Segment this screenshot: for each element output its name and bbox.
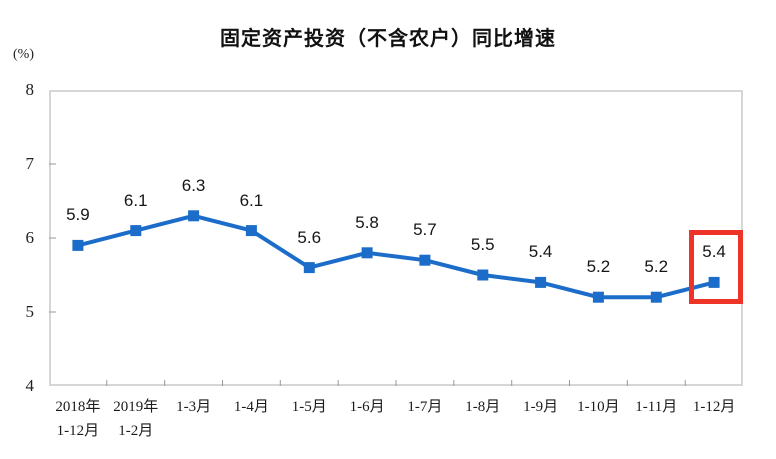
x-axis-tick-label-line2: 1-12月 [56,423,100,439]
data-point-label: 5.7 [413,220,437,240]
y-axis-unit-label: (%) [13,47,34,62]
x-axis-tick-label-line1: 1-10月 [577,399,620,415]
data-point-label: 5.2 [586,257,611,277]
x-axis-tick-label-line1: 1-5月 [291,399,327,415]
data-point-marker [535,276,547,288]
x-axis-tick-label: 1-10月 [558,395,638,419]
data-point-label: 6.1 [239,190,264,210]
data-point-label: 5.4 [528,242,553,262]
data-point-marker [477,269,489,281]
y-axis-tick-label: 6 [25,228,35,247]
data-point-marker [592,291,604,303]
x-axis-tick-label-line1: 2018年 [55,399,101,415]
x-axis-tick-label: 1-4月 [211,395,291,419]
x-axis-tick-label-line1: 1-9月 [523,399,559,415]
data-point-marker [419,254,431,266]
x-axis-tick-label-line1: 1-11月 [635,399,678,415]
x-axis-tick-label-line1: 1-3月 [176,399,212,415]
series-line [75,213,717,300]
plot-area [49,90,743,386]
x-axis-tick-label-line1: 1-4月 [233,399,269,415]
data-point-marker [650,291,662,303]
data-point-marker [130,225,142,237]
x-axis-tick-label-line1: 1-7月 [407,399,443,415]
data-point-label: 5.4 [702,242,726,262]
x-axis-tick-label: 2018年 1-12月 [38,395,118,443]
latest-value-highlight-box [689,230,744,305]
y-axis-tick-label: 5 [25,302,35,321]
data-point-marker [708,276,720,288]
data-point-marker [361,247,373,259]
data-point-marker [188,210,200,222]
x-axis-tick-label: 1-7月 [385,395,465,419]
data-point-label: 5.2 [644,257,669,277]
x-axis-tick-label: 1-6月 [327,395,407,419]
x-axis-tick-label-line1: 2019年 [113,399,159,415]
line-series-svg [49,163,720,386]
y-axis-tick-label: 4 [25,376,35,395]
x-axis-tick-label: 1-3月 [154,395,234,419]
x-axis-tick-label-line1: 1-12月 [692,399,736,415]
data-point-label: 5.6 [297,227,322,247]
x-axis-tick-label: 1-8月 [443,395,523,419]
chart-title: 固定资产投资（不含农户）同比增速 [220,28,556,50]
y-axis-tick-label: 7 [25,154,35,173]
data-point-label: 5.9 [66,205,90,225]
data-point-marker [303,262,315,274]
data-point-label: 5.8 [355,212,379,232]
data-point-marker [72,239,84,251]
x-axis-tick-label: 1-11月 [616,395,696,419]
x-axis-tick-label-line2: 1-2月 [118,423,154,439]
data-point-label: 6.1 [123,190,148,210]
x-axis-tick-label-line1: 1-6月 [349,399,385,415]
data-point-label: 6.3 [181,175,206,195]
y-axis-tick-label: 8 [25,80,35,99]
x-axis-tick-label: 1-9月 [501,395,581,419]
x-axis-tick-label: 1-12月 [674,395,754,419]
x-axis-tick-label-line1: 1-8月 [465,399,501,415]
data-point-marker [245,225,257,237]
data-point-label: 5.5 [470,235,495,254]
x-axis-tick-label: 2019年 1-2月 [96,395,176,443]
x-axis-tick-label: 1-5月 [269,395,349,419]
